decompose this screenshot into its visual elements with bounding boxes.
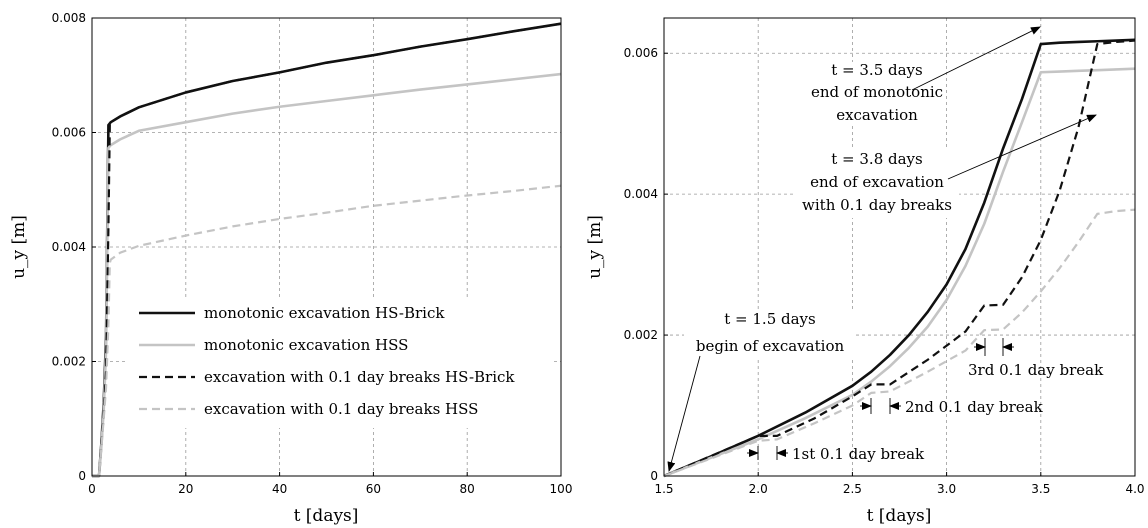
left-y-axis-label: u_y [m] (9, 215, 29, 279)
left-series (92, 22, 562, 478)
left-x-axis-label: t [days] (294, 506, 359, 526)
annotation-line: t = 1.5 days (724, 310, 815, 328)
x-tick-label: 2.0 (749, 482, 768, 496)
x-tick-label: 60 (366, 482, 381, 496)
x-tick-label: 4.0 (1125, 482, 1144, 496)
series-monotonic-excavation-hss (663, 67, 1136, 478)
y-tick-label: 0.004 (52, 240, 86, 254)
annotation-end-monotonic: t = 3.5 days end of monotonic excavation (811, 26, 1041, 126)
x-tick-label: 3.0 (937, 482, 956, 496)
annotation-begin: t = 1.5 days begin of excavation (667, 310, 854, 472)
y-tick-label: 0.002 (624, 328, 658, 342)
x-tick-label: 1.5 (654, 482, 673, 496)
left-legend: monotonic excavation HS-Brick monotonic … (128, 300, 554, 428)
x-tick-label: 40 (272, 482, 287, 496)
annotation-bg (684, 311, 854, 357)
annotation-line: t = 3.8 days (831, 150, 922, 168)
annotation-bg (795, 150, 959, 218)
left-ticks: 0 20 40 60 80 100 0 0.002 0.004 0.006 0.008 (52, 11, 573, 496)
y-tick-label: 0.006 (624, 46, 658, 60)
x-tick-label: 20 (178, 482, 193, 496)
annotation-arrow (947, 114, 1097, 180)
y-tick-label: 0.004 (624, 187, 658, 201)
annotation-line: t = 3.5 days (831, 61, 922, 79)
break-marker-3: 3rd 0.1 day break (968, 338, 1104, 379)
annotation-end-breaks: t = 3.8 days end of excavation with 0.1 … (795, 114, 1097, 218)
x-tick-label: 100 (550, 482, 573, 496)
annotation-arrow (911, 26, 1041, 91)
right-plot-frame (663, 17, 1136, 477)
series-excavation-with-0-1-day-breaks-hs-brick (663, 39, 1136, 478)
annotation-line: end of monotonic (811, 83, 943, 101)
annotation-line: excavation (836, 106, 918, 124)
legend-label-breaks-hs-brick: excavation with 0.1 day breaks HS-Brick (204, 368, 515, 386)
break-label: 3rd 0.1 day break (968, 361, 1104, 379)
right-y-axis-label: u_y [m] (585, 215, 605, 279)
legend-label-hss: monotonic excavation HSS (204, 336, 408, 354)
legend-background (128, 300, 554, 428)
y-tick-label: 0 (650, 469, 658, 483)
legend-label-breaks-hss: excavation with 0.1 day breaks HSS (204, 400, 478, 418)
annotation-line: begin of excavation (696, 337, 845, 355)
right-chart: 1.5 2.0 2.5 3.0 3.5 4.0 0 0.002 0.004 0.006 t [da… (585, 17, 1145, 526)
y-tick-label: 0.002 (52, 355, 86, 369)
left-chart: 0 20 40 60 80 100 0 0.002 0.004 0.006 0.008 t [day… (9, 11, 572, 526)
break-label: 2nd 0.1 day break (905, 398, 1044, 416)
annotation-line: with 0.1 day breaks (802, 196, 952, 214)
right-ticks: 1.5 2.0 2.5 3.0 3.5 4.0 0 0.002 0.004 0.006 (624, 46, 1145, 496)
series-excavation-with-0-1-day-breaks-hss (92, 184, 562, 478)
x-tick-label: 80 (460, 482, 475, 496)
annotation-line: end of excavation (810, 173, 944, 191)
break-marker-1: 1st 0.1 day break (747, 445, 925, 463)
annotation-bg (815, 62, 939, 126)
y-tick-label: 0 (78, 469, 86, 483)
y-tick-label: 0.008 (52, 11, 86, 25)
x-tick-label: 2.5 (843, 482, 862, 496)
series-monotonic-excavation-hs-brick (663, 38, 1136, 478)
break-marker-2: 2nd 0.1 day break (860, 398, 1044, 416)
series-excavation-with-0-1-day-breaks-hss (663, 208, 1136, 478)
right-series (663, 38, 1136, 478)
y-tick-label: 0.006 (52, 126, 86, 140)
legend-label-hs-brick: monotonic excavation HS-Brick (204, 304, 445, 322)
break-label: 1st 0.1 day break (792, 445, 925, 463)
annotation-arrow (667, 355, 701, 472)
right-x-axis-label: t [days] (867, 506, 932, 526)
x-tick-label: 0 (88, 482, 96, 496)
x-tick-label: 3.5 (1031, 482, 1050, 496)
